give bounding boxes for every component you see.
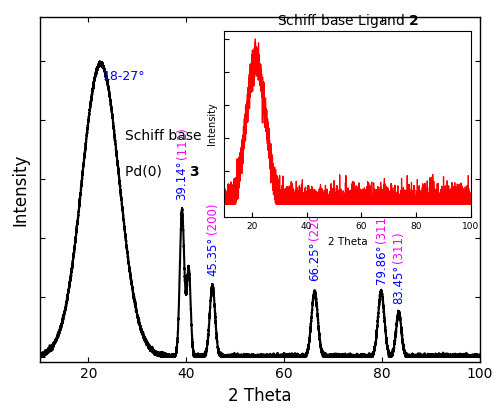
Text: 45.35°: 45.35°	[206, 236, 219, 275]
Text: 18-27°: 18-27°	[103, 70, 146, 83]
X-axis label: 2 Theta: 2 Theta	[228, 387, 291, 405]
Text: (220): (220)	[308, 208, 321, 240]
Text: (311): (311)	[392, 231, 405, 263]
Text: Schiff base: Schiff base	[125, 129, 202, 143]
Text: 3: 3	[188, 165, 198, 178]
Y-axis label: Intensity: Intensity	[11, 154, 29, 226]
Text: 39.14°: 39.14°	[175, 161, 188, 200]
Text: (200): (200)	[206, 203, 219, 234]
Text: (111): (111)	[175, 127, 188, 159]
Text: Pd(0): Pd(0)	[125, 165, 166, 178]
Text: 83.45°: 83.45°	[392, 265, 405, 305]
Text: 66.25°: 66.25°	[308, 242, 321, 281]
Text: (311): (311)	[374, 211, 388, 243]
Text: 79.86°: 79.86°	[374, 245, 388, 284]
